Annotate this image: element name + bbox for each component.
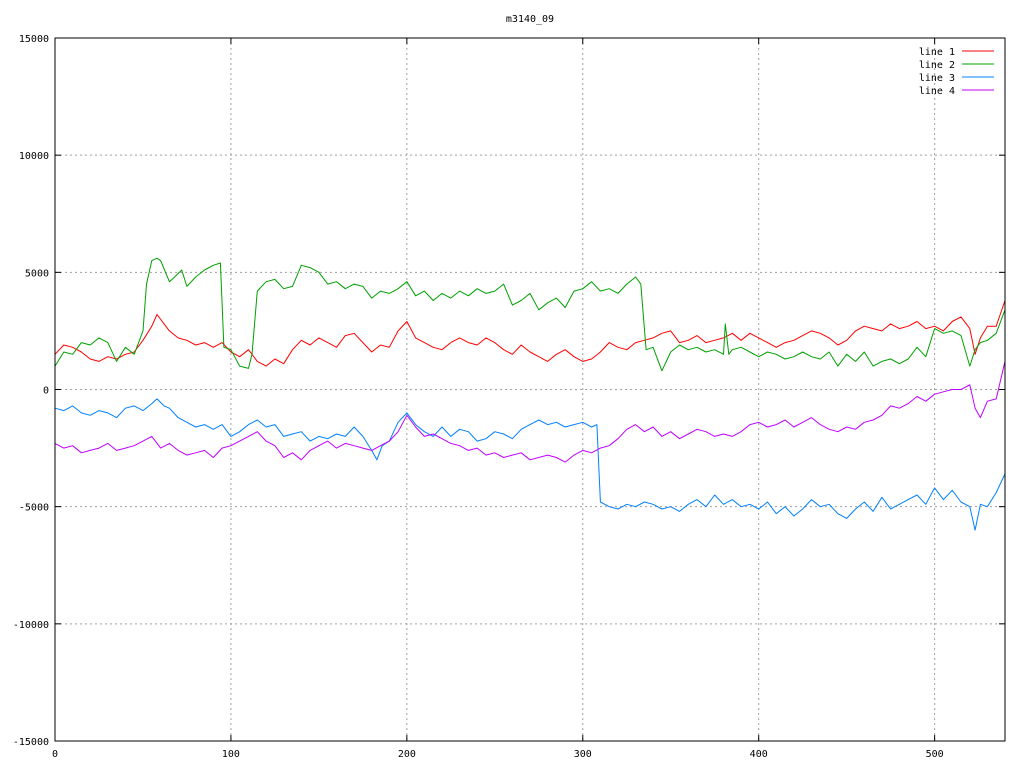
- y-tick-label: 5000: [25, 268, 49, 279]
- legend-label-4: line 4: [919, 86, 955, 97]
- series-lines: [54, 257, 1006, 531]
- legend: line 1 line 2 line 3 line 4: [919, 47, 994, 97]
- series-line-3: [54, 398, 1006, 531]
- series-line-1: [54, 300, 1006, 367]
- grid-lines: [55, 38, 1005, 741]
- x-tick-label: 200: [398, 749, 416, 760]
- legend-label-3: line 3: [919, 73, 955, 84]
- x-tick-label: 300: [574, 749, 592, 760]
- axis-ticks: 0 100 200 300 400 500 -15000 -10000 -5000 0 5000 10…: [13, 34, 1005, 760]
- y-tick-label: -5000: [19, 503, 49, 514]
- x-tick-label: 500: [926, 749, 944, 760]
- y-tick-label: -10000: [13, 620, 49, 631]
- series-line-4: [54, 361, 1006, 463]
- x-tick-label: 100: [222, 749, 240, 760]
- series-line-2: [54, 257, 1006, 372]
- y-tick-label: 0: [43, 386, 49, 397]
- x-tick-label: 400: [750, 749, 768, 760]
- chart-title: m3140_09: [506, 14, 554, 25]
- y-tick-label: -15000: [13, 737, 49, 748]
- x-tick-label: 0: [52, 749, 58, 760]
- y-tick-label: 10000: [19, 151, 49, 162]
- legend-label-2: line 2: [919, 60, 955, 71]
- legend-label-1: line 1: [919, 47, 955, 58]
- y-tick-label: 15000: [19, 34, 49, 45]
